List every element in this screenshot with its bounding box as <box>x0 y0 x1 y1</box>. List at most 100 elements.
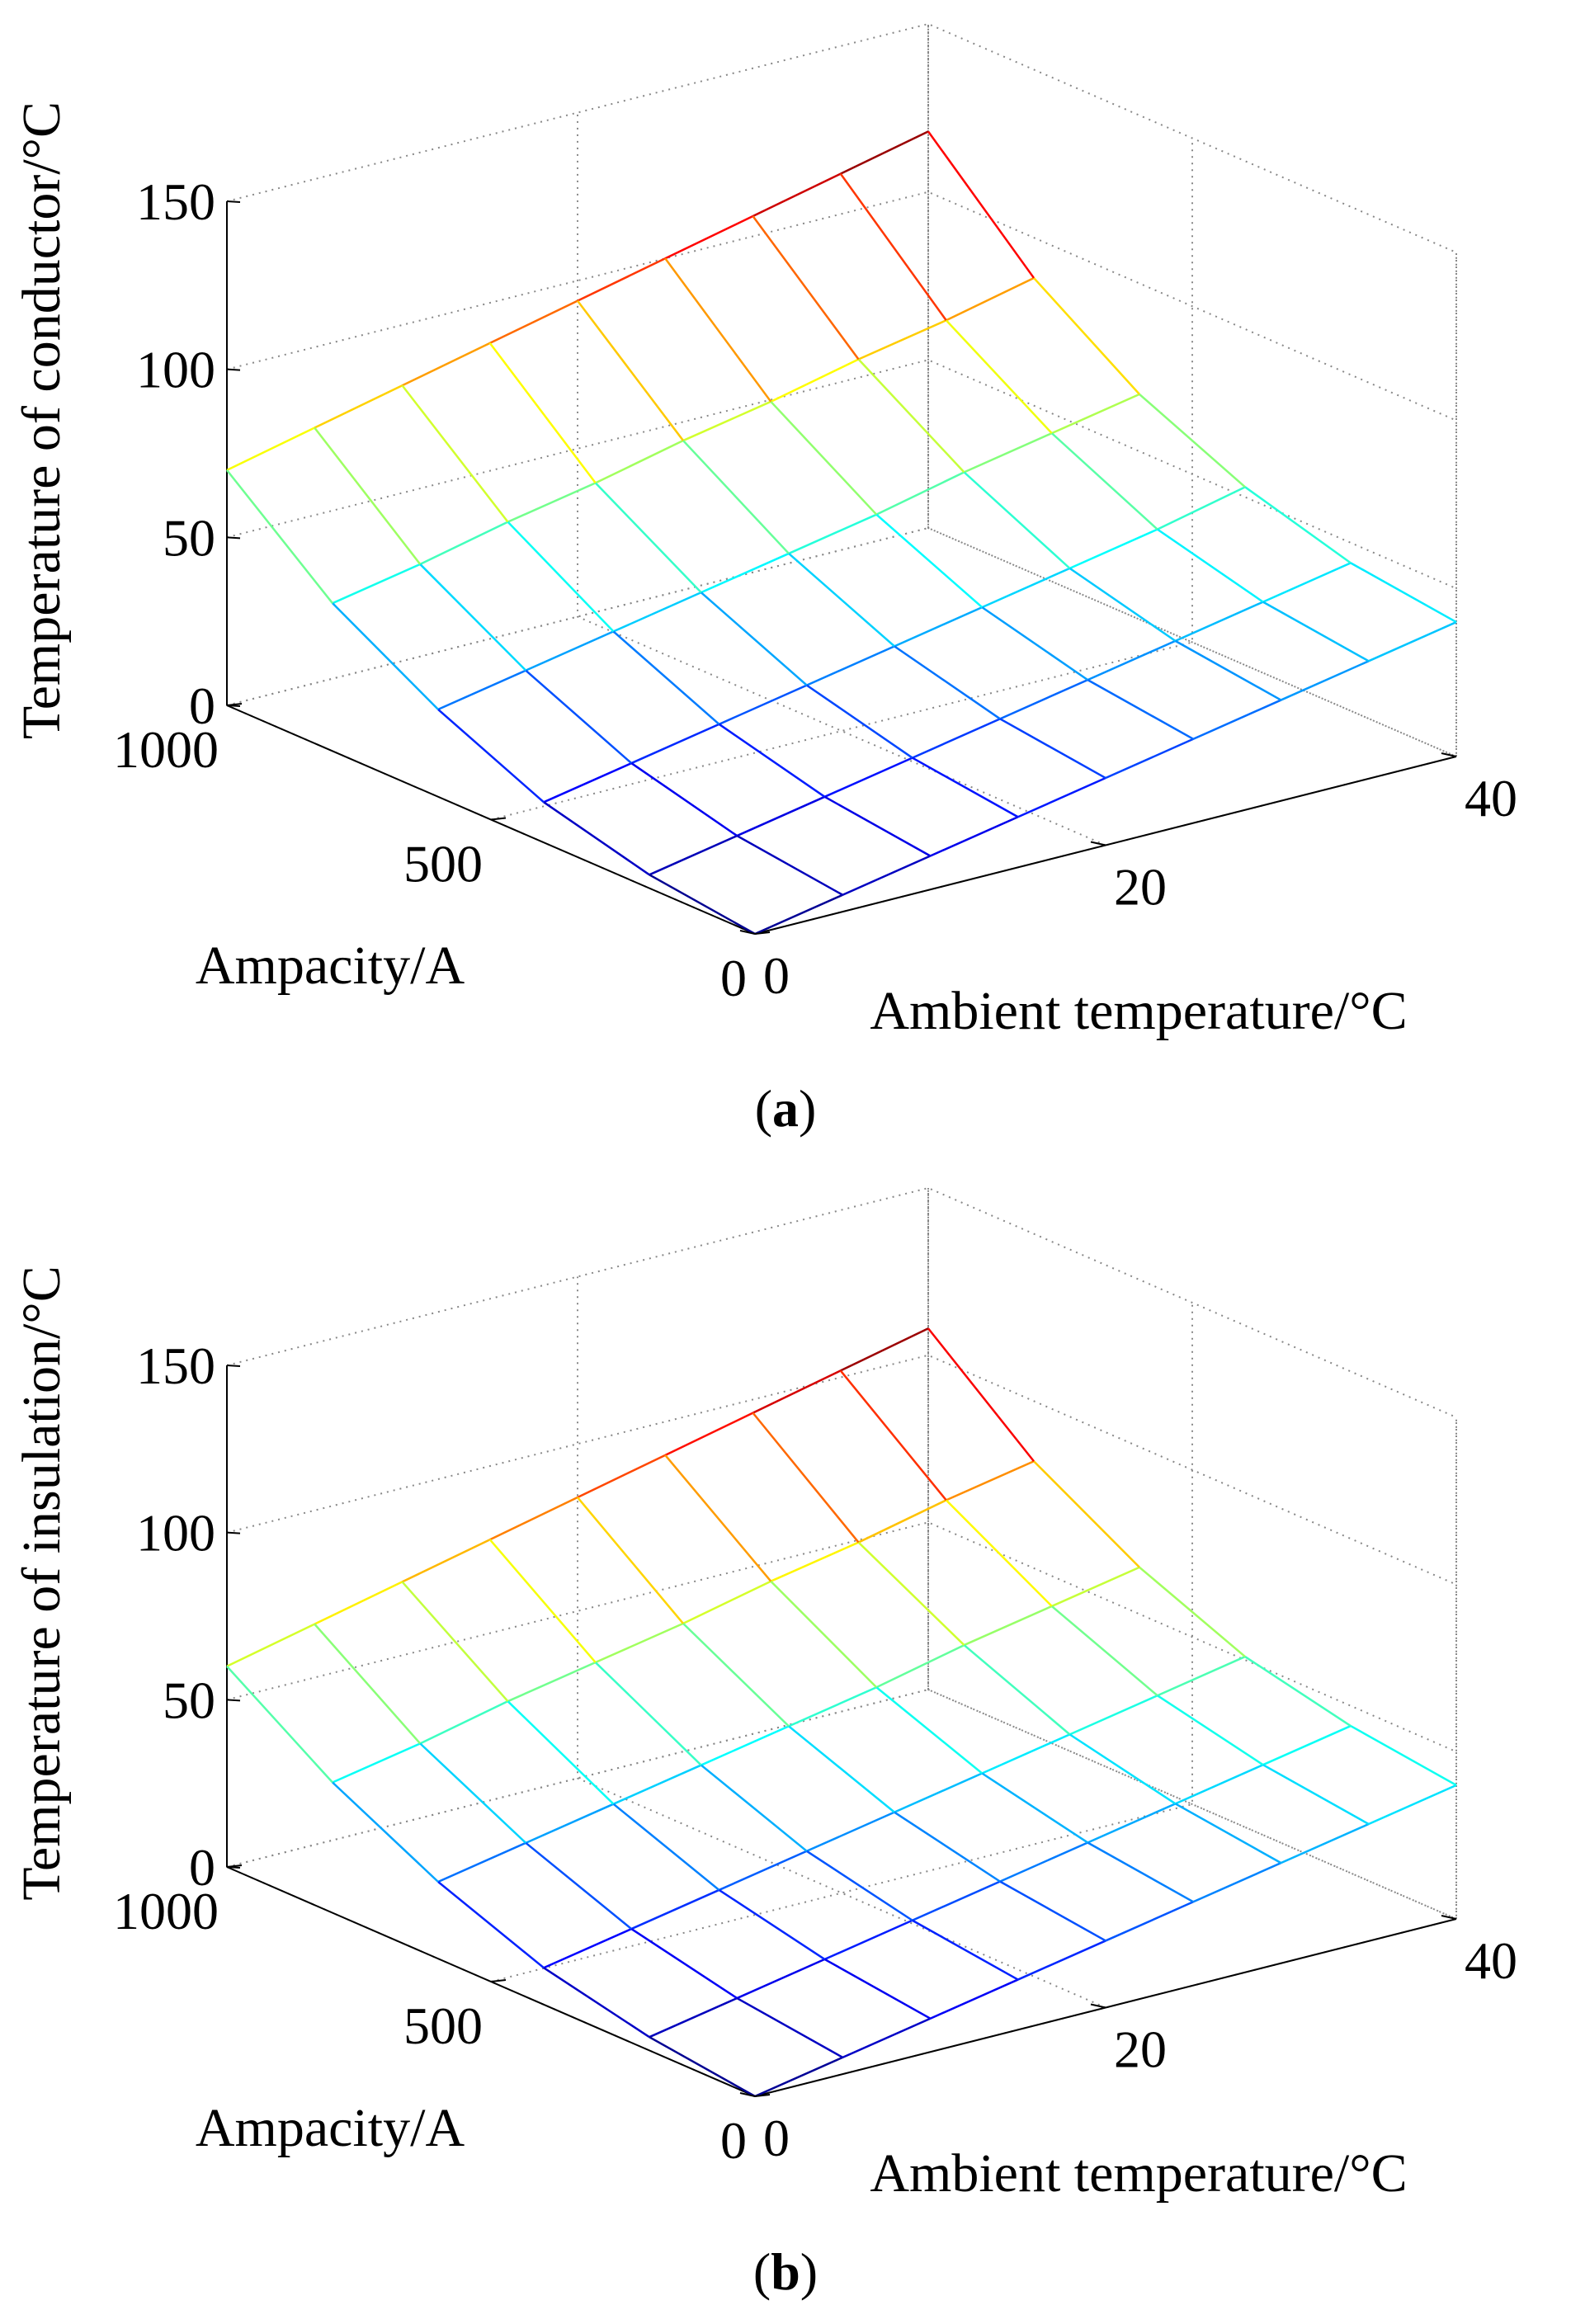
grid-line <box>226 1365 756 2097</box>
surface-edge <box>857 1499 947 1544</box>
surface-edge <box>1087 679 1194 740</box>
grid-lines <box>226 1186 1457 2097</box>
surface-edge <box>1174 1764 1264 1805</box>
surface-edge <box>718 684 808 725</box>
surface-edge <box>736 1996 843 2058</box>
surface-edge <box>1087 1803 1177 1844</box>
surface-mesh <box>226 1327 1457 2098</box>
surface-edge <box>507 1700 615 1805</box>
surface-edge <box>664 214 754 260</box>
surface-edge <box>788 552 895 648</box>
surface-edge <box>840 130 929 175</box>
surface-edge <box>929 1978 1019 2020</box>
surface-edge <box>630 1888 720 1930</box>
surface-edge <box>1244 1656 1352 1728</box>
surface-edge <box>754 893 843 936</box>
x-tick-mark <box>1090 2003 1106 2009</box>
surface-edge <box>912 718 1001 759</box>
surface-edge <box>664 1412 754 1456</box>
y-tick-label: 0 <box>720 949 747 1007</box>
surface-edge <box>788 1686 877 1728</box>
surface-edge <box>1174 639 1282 701</box>
z-tick-label: 100 <box>136 1504 215 1563</box>
surface-edge <box>823 1958 932 2020</box>
z-tick-mark <box>226 200 241 203</box>
surface-edge <box>314 1623 422 1745</box>
grid-line <box>927 1188 1457 1920</box>
surface-edge <box>1262 1764 1370 1826</box>
surface-edge <box>945 319 1053 434</box>
surface-edge <box>736 795 826 837</box>
surface-edge <box>1262 1724 1352 1766</box>
surface-edge <box>595 439 684 484</box>
surface-edge <box>1050 1605 1158 1697</box>
surface-edge <box>700 592 808 686</box>
surface-edge <box>682 1580 771 1625</box>
surface-edge <box>612 630 720 725</box>
surface-edge <box>525 669 633 765</box>
surface-edge <box>1033 277 1140 395</box>
surface-edge <box>912 1919 1019 1981</box>
surface-edge <box>226 469 333 604</box>
grid-line <box>226 191 1457 422</box>
y-tick-mark <box>226 703 243 706</box>
z-tick-label: 100 <box>136 341 215 399</box>
y-tick-label: 0 <box>720 2111 747 2170</box>
surface-edge <box>1069 1733 1177 1805</box>
surface-edge <box>1368 620 1457 662</box>
surface-edge <box>1262 601 1370 662</box>
surface-edge <box>981 1733 1071 1775</box>
surface-edge <box>927 1327 1035 1463</box>
x-tick-label: 20 <box>1114 2020 1167 2079</box>
surface-edge <box>788 1725 895 1813</box>
surface-edge <box>718 1888 826 1960</box>
y-tick-mark <box>490 1979 507 1982</box>
surface-edge <box>1280 660 1370 701</box>
surface-edge <box>1350 562 1457 624</box>
surface-edge <box>999 1841 1088 1883</box>
surface-edge <box>875 1686 984 1775</box>
surface-edge <box>577 299 684 441</box>
surface-edge <box>823 757 913 798</box>
surface-edge <box>718 723 826 798</box>
surface-edge <box>946 1460 1035 1501</box>
x-tick-label: 40 <box>1465 1931 1517 1990</box>
x-tick-mark <box>739 930 756 935</box>
surface-edge <box>1087 1841 1194 1903</box>
caption-open: ( <box>753 2242 771 2301</box>
grid-line <box>577 1276 1106 2009</box>
surface-edge <box>437 708 545 804</box>
surface-edge <box>1050 432 1158 530</box>
surface-edge <box>682 400 771 442</box>
surface-edge <box>718 1850 808 1892</box>
surface-edge <box>857 358 965 474</box>
surface-edge <box>332 563 421 605</box>
surface-edge <box>752 1412 860 1544</box>
surface-edge <box>682 440 790 554</box>
surface-edge <box>649 874 756 936</box>
caption-close: ) <box>799 1079 816 1138</box>
surface-edge <box>700 1764 808 1852</box>
surface-edge <box>894 606 983 648</box>
surface-edge <box>806 684 913 759</box>
surface-edge <box>664 257 772 403</box>
surface-edge <box>823 795 932 857</box>
surface-edge <box>488 342 597 484</box>
surface-edge <box>894 645 1001 720</box>
surface-edge <box>419 563 527 672</box>
surface-edge <box>401 342 491 387</box>
surface-edge <box>842 2017 932 2059</box>
surface-edge <box>912 757 1019 818</box>
grid-line <box>226 1521 1457 1753</box>
surface-edge <box>806 1850 913 1921</box>
surface-edge <box>1051 1566 1140 1608</box>
surface-edge <box>525 1803 615 1844</box>
x-axis-label: Ambient temperature/°C <box>870 981 1407 1041</box>
surface-edge <box>770 1580 878 1689</box>
surface-edge <box>314 384 403 429</box>
surface-edge <box>664 1454 772 1582</box>
surface-edge <box>1280 1822 1370 1864</box>
surface-edge <box>543 1967 650 2039</box>
